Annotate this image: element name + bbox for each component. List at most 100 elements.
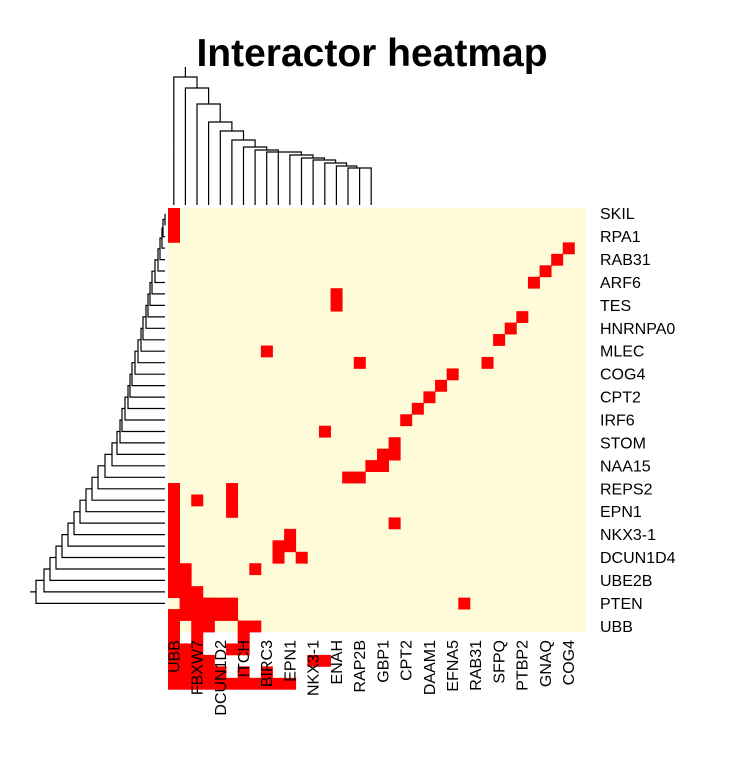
heatmap-cell [237, 620, 250, 633]
heatmap-cell [226, 597, 239, 610]
heatmap-cell [260, 677, 273, 690]
heatmap-cell [272, 540, 285, 553]
heatmap-cell [377, 448, 390, 461]
heatmap-cell [168, 505, 181, 518]
heatmap-cell [388, 437, 401, 450]
heatmap-cell [237, 666, 250, 679]
heatmap-cell [272, 677, 285, 690]
heatmap-cell [168, 494, 181, 507]
heatmap-cell [191, 632, 204, 644]
heatmap-cell [191, 494, 204, 507]
heatmap-cell [318, 425, 331, 438]
column-label: GBP1 [375, 640, 392, 683]
heatmap-cell [168, 677, 181, 690]
heatmap-cell [365, 460, 378, 472]
heatmap-cell [191, 586, 204, 599]
heatmap-cell [237, 632, 250, 644]
heatmap-cell [191, 677, 204, 690]
column-label: EPN1 [282, 640, 299, 682]
column-label: DAAM1 [422, 640, 439, 695]
heatmap-cell [226, 609, 239, 621]
heatmap-cell [168, 517, 181, 530]
heatmap-cell [284, 528, 297, 541]
column-label: RAB31 [468, 640, 485, 691]
heatmap-cell [226, 494, 239, 507]
column-label: ENAH [329, 640, 346, 684]
heatmap-cell [377, 460, 390, 472]
row-label: NKX3-1 [600, 527, 656, 544]
heatmap-cell [307, 654, 320, 667]
heatmap-cell [191, 609, 204, 621]
heatmap-cell [168, 620, 181, 633]
row-label: PTEN [600, 596, 643, 613]
row-dendrogram [30, 213, 166, 604]
heatmap-cells [168, 208, 575, 690]
heatmap-cell [237, 643, 250, 656]
heatmap-cell [249, 677, 262, 690]
heatmap-cell [272, 551, 285, 564]
row-label: ARF6 [600, 275, 641, 292]
heatmap-cell [226, 643, 239, 656]
heatmap-cell [168, 586, 181, 599]
row-label: UBB [600, 619, 633, 636]
heatmap-cell [191, 643, 204, 656]
heatmap-cell [202, 609, 215, 621]
heatmap-cell [353, 471, 366, 484]
row-label: HNRNPA0 [600, 321, 675, 338]
heatmap-cell [202, 666, 215, 679]
column-label: PTBP2 [515, 640, 532, 691]
row-label: NAA15 [600, 458, 651, 475]
row-label: STOM [600, 435, 646, 452]
column-label: SFPQ [491, 640, 508, 684]
heatmap-cell [168, 219, 181, 232]
heatmap-cell [179, 609, 192, 621]
row-label: EPN1 [600, 504, 642, 521]
heatmap-cell [179, 666, 192, 679]
heatmap-cell [168, 666, 181, 679]
heatmap-cell [342, 471, 355, 484]
heatmap-cell [295, 551, 308, 564]
heatmap-cell [226, 677, 239, 690]
heatmap-cell [435, 379, 448, 392]
heatmap-cell [179, 654, 192, 667]
heatmap-cell [551, 253, 564, 266]
heatmap-cell [214, 597, 227, 610]
row-label: RAB31 [600, 252, 651, 269]
heatmap-cell [191, 597, 204, 610]
column-label: DCUN1D2 [213, 640, 230, 716]
column-label: CPT2 [399, 640, 416, 681]
heatmap-cell [527, 276, 540, 289]
heatmap-cell [179, 586, 192, 599]
column-label: COG4 [561, 640, 578, 685]
heatmap-cell [481, 356, 494, 369]
heatmap-cell [226, 505, 239, 518]
heatmap-cell [168, 208, 181, 220]
heatmap-cell [168, 563, 181, 576]
column-label: NKX3-1 [306, 640, 323, 696]
heatmap-cell [168, 540, 181, 553]
heatmap-cell [353, 356, 366, 369]
heatmap-cell [168, 230, 181, 243]
heatmap-cell [168, 654, 181, 667]
heatmap-cell [388, 448, 401, 461]
column-label: UBB [166, 640, 183, 673]
heatmap-cell [191, 654, 204, 667]
heatmap-cell [260, 666, 273, 679]
heatmap-cell [214, 609, 227, 621]
row-label: MLEC [600, 344, 644, 361]
heatmap-cell [562, 242, 575, 255]
column-label: FBXW7 [190, 640, 207, 695]
heatmap-cell [388, 517, 401, 530]
heatmap-cell [202, 677, 215, 690]
heatmap-cell [179, 574, 192, 587]
heatmap-cell [318, 654, 331, 667]
heatmap-cell [179, 597, 192, 610]
heatmap-cell [249, 563, 262, 576]
heatmap-cell [202, 654, 215, 667]
column-label: GNAQ [538, 640, 555, 687]
heatmap-cell [330, 288, 343, 301]
heatmap-cell [330, 299, 343, 312]
heatmap-cell [237, 677, 250, 690]
heatmap-cell [423, 391, 436, 404]
heatmap-cell [539, 265, 552, 278]
